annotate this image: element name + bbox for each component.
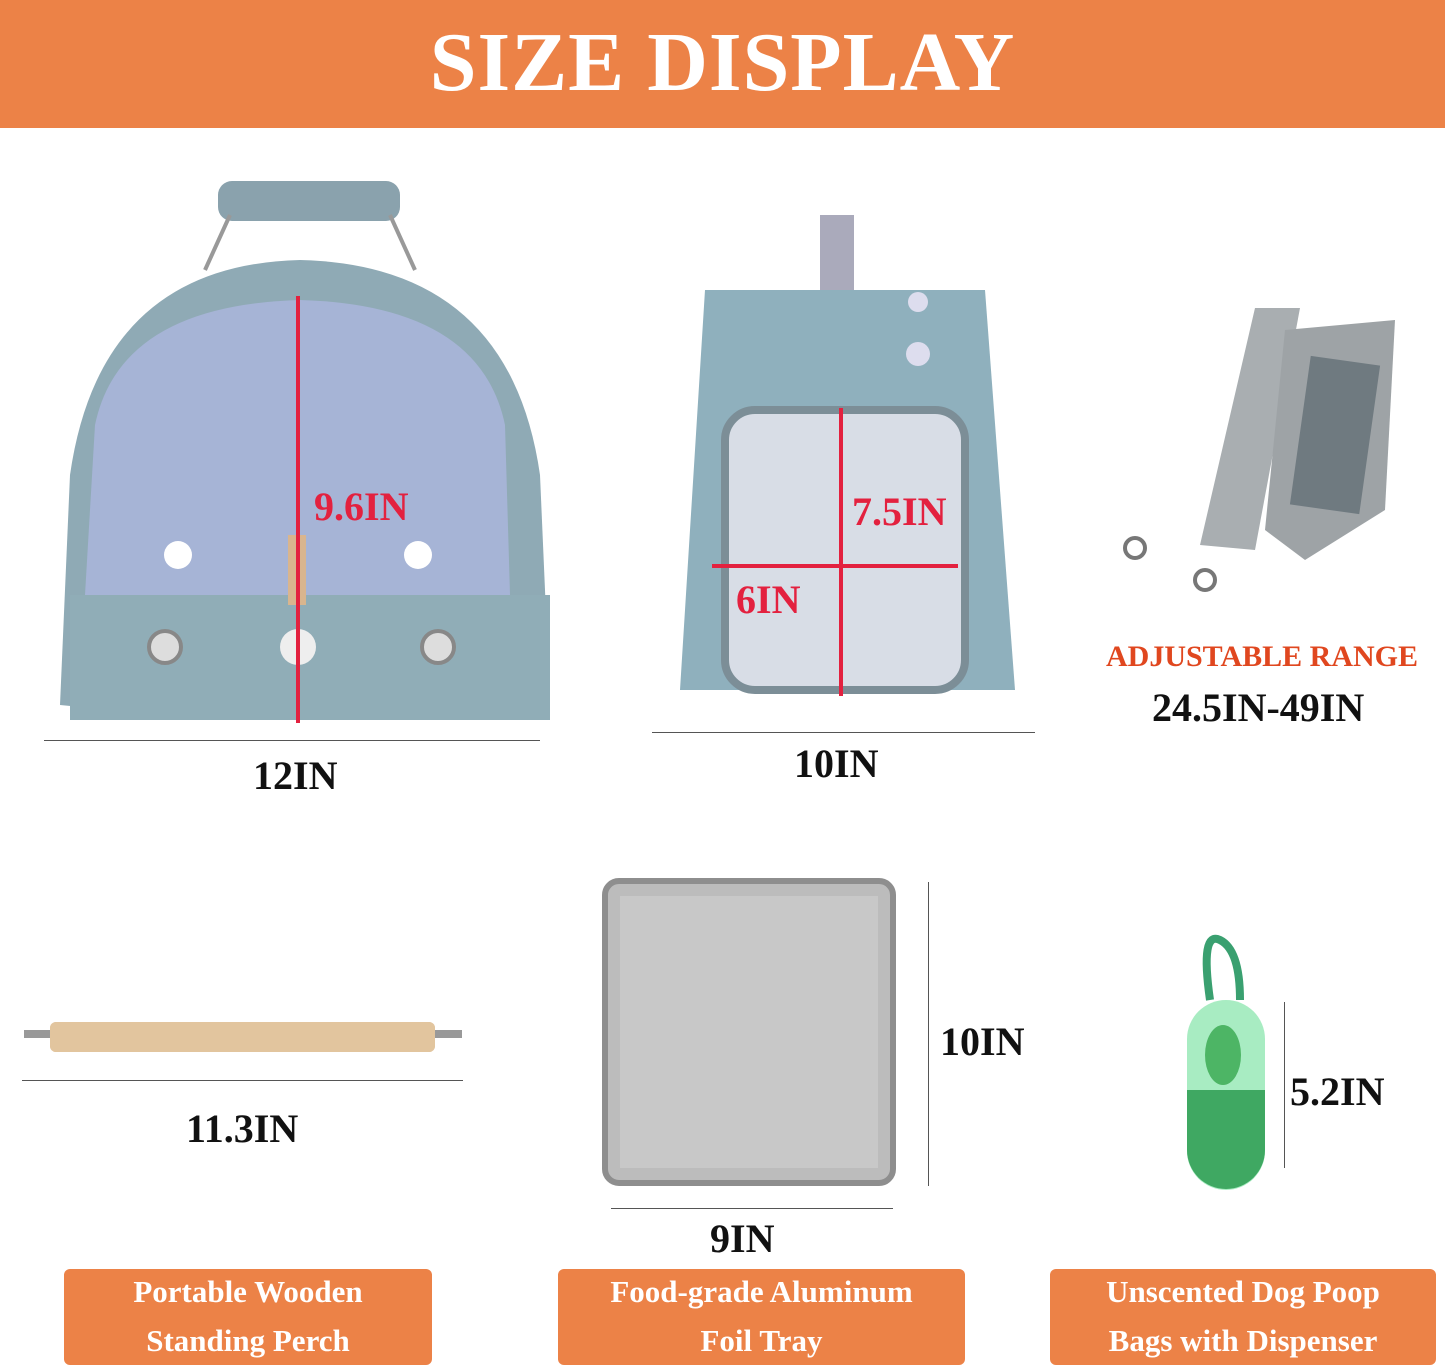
dispenser-label-line2: Bags with Dispenser — [1108, 1323, 1378, 1358]
carrier-side-width-label: 10IN — [794, 741, 879, 786]
tray-label-line2: Foil Tray — [700, 1323, 823, 1358]
carrier-front-image — [60, 181, 550, 720]
perch-length-line — [22, 1080, 463, 1081]
strap-range-label: ADJUSTABLE RANGE — [1106, 640, 1418, 673]
strap-image — [1123, 308, 1395, 592]
dispenser-label-line1: Unscented Dog Poop — [1106, 1274, 1380, 1309]
tray-height-label: 10IN — [940, 1019, 1025, 1064]
tray-label-line1: Food-grade Aluminum — [610, 1274, 913, 1309]
dispenser-image — [1187, 934, 1265, 1190]
carrier-front-height-line — [296, 296, 300, 723]
carrier-side-width-line — [652, 732, 1035, 733]
tray-width-line — [611, 1208, 893, 1209]
carrier-side-height-label: 7.5IN — [852, 489, 947, 534]
carrier-side-image — [680, 215, 1015, 694]
perch-label-line1: Portable Wooden — [133, 1274, 363, 1309]
header-banner — [0, 0, 1445, 128]
dispenser-height-line — [1284, 1002, 1285, 1168]
tray-height-line — [928, 882, 929, 1186]
tray-image — [602, 878, 896, 1186]
perch-label-line2: Standing Perch — [146, 1323, 350, 1358]
perch-length-label: 11.3IN — [186, 1106, 299, 1151]
carrier-side-window-width-label: 6IN — [736, 577, 801, 622]
carrier-front-height-label: 9.6IN — [314, 484, 409, 529]
carrier-side-height-line — [839, 408, 843, 696]
tray-label-box: Food-grade Aluminum Foil Tray — [558, 1269, 965, 1365]
carrier-front-width-label: 12IN — [253, 753, 338, 798]
strap-range-value: 24.5IN-49IN — [1152, 685, 1365, 730]
dispenser-label-box: Unscented Dog Poop Bags with Dispenser — [1050, 1269, 1436, 1365]
dispenser-height-label: 5.2IN — [1290, 1069, 1385, 1114]
page-title: SIZE DISPLAY — [429, 16, 1016, 109]
perch-image — [24, 1022, 462, 1052]
perch-label-box: Portable Wooden Standing Perch — [64, 1269, 432, 1365]
carrier-front-width-line — [44, 740, 540, 741]
carrier-side-window-width-line — [712, 564, 958, 568]
tray-width-label: 9IN — [710, 1216, 775, 1261]
